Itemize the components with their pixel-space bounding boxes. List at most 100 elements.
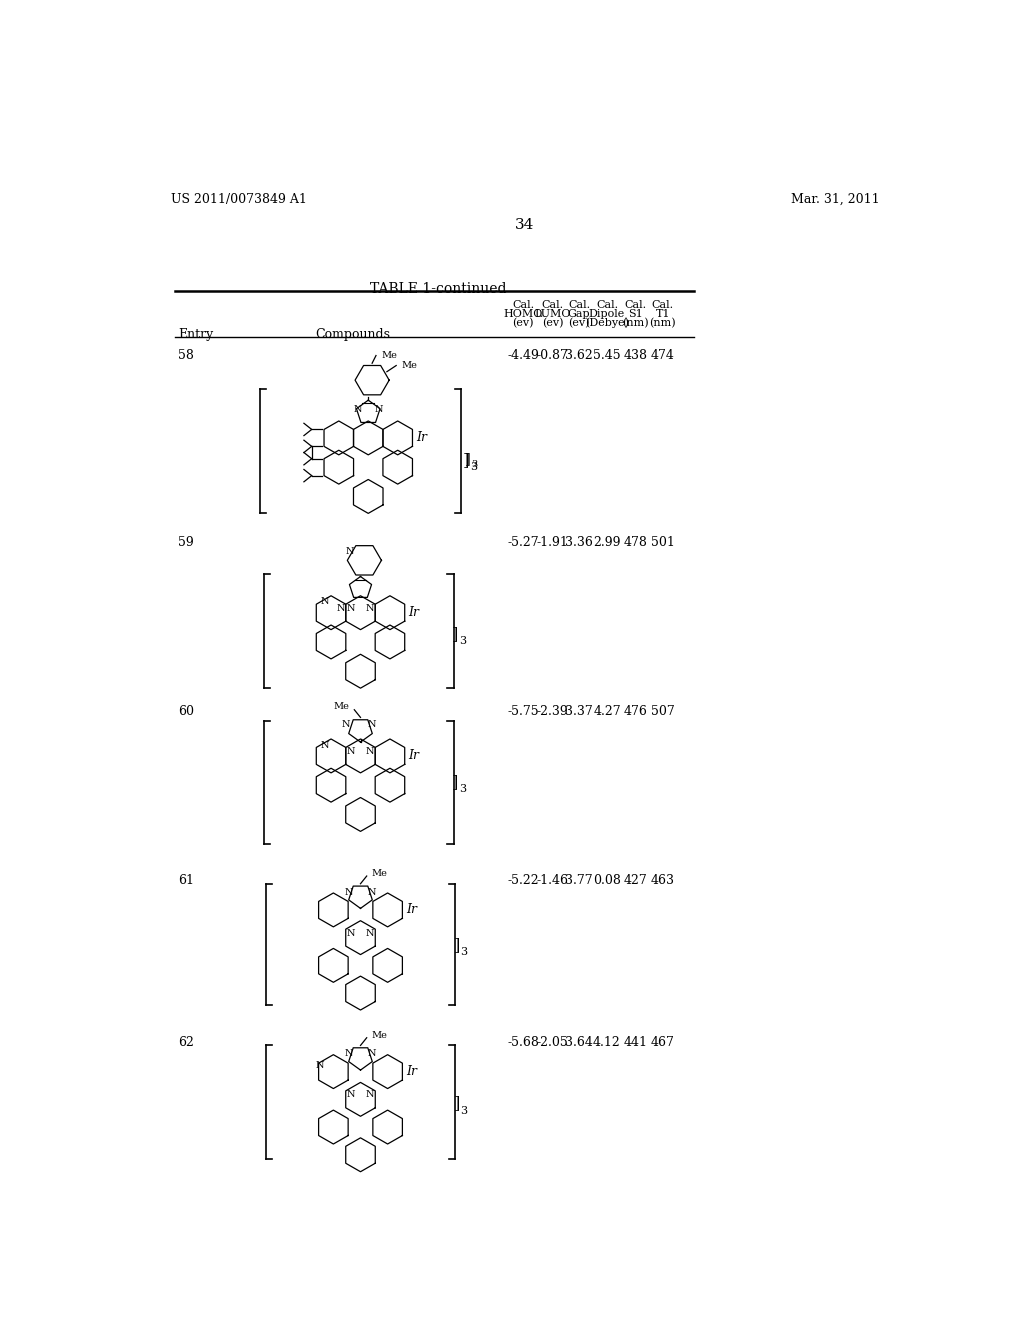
Text: Me: Me xyxy=(334,702,349,711)
Text: (nm): (nm) xyxy=(649,318,676,329)
Text: 427: 427 xyxy=(624,875,647,887)
Text: N: N xyxy=(347,603,355,612)
Text: 501: 501 xyxy=(651,536,675,549)
Text: HOMO: HOMO xyxy=(504,309,543,319)
Text: Cal.: Cal. xyxy=(651,300,674,310)
Text: N: N xyxy=(345,548,354,556)
Text: N: N xyxy=(347,1090,355,1100)
Text: Cal.: Cal. xyxy=(568,300,590,310)
Text: -2.39: -2.39 xyxy=(537,705,568,718)
Text: 58: 58 xyxy=(178,350,195,363)
Text: TABLE 1-continued: TABLE 1-continued xyxy=(370,281,506,296)
Text: N: N xyxy=(366,747,374,756)
Text: Dipole: Dipole xyxy=(589,309,625,319)
Text: N: N xyxy=(344,888,353,896)
Text: 3: 3 xyxy=(461,948,468,957)
Text: N: N xyxy=(366,928,374,937)
Text: N: N xyxy=(315,1061,324,1071)
Text: N: N xyxy=(366,1090,374,1100)
Text: 3: 3 xyxy=(470,462,477,473)
Text: 3.37: 3.37 xyxy=(565,705,593,718)
Text: -1.46: -1.46 xyxy=(537,875,568,887)
Text: 463: 463 xyxy=(650,875,675,887)
Text: Gap: Gap xyxy=(567,309,591,319)
Text: (ev): (ev) xyxy=(542,318,563,329)
Text: Me: Me xyxy=(372,870,387,878)
Text: 62: 62 xyxy=(178,1036,195,1049)
Text: ]: ] xyxy=(454,937,460,954)
Text: Ir: Ir xyxy=(417,432,427,445)
Text: Compounds: Compounds xyxy=(315,327,390,341)
Text: Me: Me xyxy=(372,1031,387,1040)
Text: (Debye): (Debye) xyxy=(585,318,629,329)
Text: (ev): (ev) xyxy=(512,318,534,329)
Text: N: N xyxy=(366,603,374,612)
Text: Entry: Entry xyxy=(178,327,214,341)
Text: S1: S1 xyxy=(629,309,643,319)
Text: N: N xyxy=(368,1049,377,1059)
Text: 59: 59 xyxy=(178,536,195,549)
Text: 467: 467 xyxy=(651,1036,675,1049)
Text: 4.12: 4.12 xyxy=(593,1036,621,1049)
Text: -2.05: -2.05 xyxy=(537,1036,568,1049)
Text: 3.62: 3.62 xyxy=(565,350,593,363)
Text: (nm): (nm) xyxy=(623,318,649,329)
Text: 3: 3 xyxy=(459,636,466,647)
Text: 5.45: 5.45 xyxy=(593,350,621,363)
Text: N: N xyxy=(347,747,355,756)
Text: 438: 438 xyxy=(624,350,647,363)
Text: Cal.: Cal. xyxy=(625,300,647,310)
Text: 476: 476 xyxy=(624,705,647,718)
Text: -5.27: -5.27 xyxy=(508,536,539,549)
Text: N: N xyxy=(368,719,377,729)
Text: 34: 34 xyxy=(515,218,535,232)
Text: ]: ] xyxy=(452,626,459,643)
Text: 3: 3 xyxy=(459,784,466,795)
Text: Ir: Ir xyxy=(407,1065,417,1078)
Text: -0.87: -0.87 xyxy=(537,350,568,363)
Text: Cal.: Cal. xyxy=(512,300,535,310)
Text: N: N xyxy=(375,405,383,414)
Text: ]: ] xyxy=(465,451,471,466)
Text: 60: 60 xyxy=(178,705,195,718)
Text: N: N xyxy=(353,405,361,414)
Text: 3.36: 3.36 xyxy=(565,536,593,549)
Text: Ir: Ir xyxy=(407,903,417,916)
Text: -4.49: -4.49 xyxy=(507,350,540,363)
Text: Cal.: Cal. xyxy=(542,300,564,310)
Text: -5.75: -5.75 xyxy=(508,705,539,718)
Text: 3.77: 3.77 xyxy=(565,875,593,887)
Text: ]: ] xyxy=(454,1096,460,1113)
Text: Me: Me xyxy=(401,362,418,370)
Text: -1.91: -1.91 xyxy=(537,536,568,549)
Text: US 2011/0073849 A1: US 2011/0073849 A1 xyxy=(171,193,306,206)
Text: ]: ] xyxy=(452,774,459,791)
Text: 3: 3 xyxy=(461,1106,468,1115)
Text: Ir: Ir xyxy=(409,606,420,619)
Text: N: N xyxy=(321,598,329,606)
Text: N: N xyxy=(347,928,355,937)
Text: LUMO: LUMO xyxy=(535,309,571,319)
Text: 61: 61 xyxy=(178,875,195,887)
Text: 474: 474 xyxy=(651,350,675,363)
Text: Cal.: Cal. xyxy=(596,300,618,310)
Text: (ev): (ev) xyxy=(568,318,590,329)
Text: 4.27: 4.27 xyxy=(593,705,621,718)
Text: Me: Me xyxy=(381,351,397,360)
Text: -5.22: -5.22 xyxy=(508,875,539,887)
Text: T1: T1 xyxy=(655,309,670,319)
Text: N: N xyxy=(341,719,350,729)
Text: Mar. 31, 2011: Mar. 31, 2011 xyxy=(792,193,880,206)
Text: -5.68: -5.68 xyxy=(507,1036,540,1049)
Text: 0.08: 0.08 xyxy=(593,875,621,887)
Text: 441: 441 xyxy=(624,1036,647,1049)
Text: 3: 3 xyxy=(471,459,477,469)
Text: N: N xyxy=(344,1049,353,1059)
Text: 3.64: 3.64 xyxy=(565,1036,593,1049)
Text: N: N xyxy=(336,603,345,612)
Text: 2.99: 2.99 xyxy=(593,536,621,549)
Text: 507: 507 xyxy=(651,705,675,718)
Text: Ir: Ir xyxy=(409,750,420,763)
Text: 478: 478 xyxy=(624,536,647,549)
Text: N: N xyxy=(321,741,329,750)
